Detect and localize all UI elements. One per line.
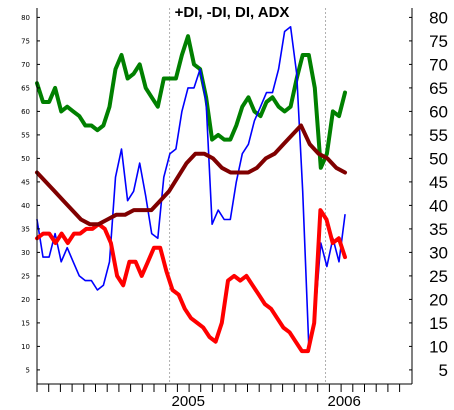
y-tick-label-left: 70	[21, 61, 30, 69]
y-tick-label-right: 5	[439, 361, 448, 380]
y-tick-label-left: 30	[21, 249, 30, 257]
y-tick-label-right: 10	[429, 337, 448, 356]
x-tick-label: 2006	[328, 393, 361, 410]
y-tick-label-left: 60	[21, 108, 30, 116]
y-tick-label-left: 45	[21, 178, 30, 186]
y-tick-label-right: 60	[429, 102, 448, 121]
y-tick-label-right: 80	[429, 8, 448, 27]
y-tick-label-left: 55	[21, 131, 30, 139]
x-ticks	[36, 384, 401, 392]
series-line-1	[36, 25, 346, 348]
y-tick-label-right: 30	[429, 243, 448, 262]
y-tick-label-left: 15	[21, 319, 30, 327]
y-tick-label-right: 20	[429, 290, 448, 309]
y-tick-label-right: 40	[429, 196, 448, 215]
y-tick-label-right: 55	[429, 126, 448, 145]
y-tick-label-left: 40	[21, 202, 30, 210]
series-line-3	[35, 123, 347, 227]
series-line-0	[35, 34, 347, 170]
y-ticks-right: 5 10 15 20 25 30 35 40 45 50 55 60 65 70 75 80	[409, 8, 448, 380]
y-tick-label-left: 5	[26, 366, 30, 374]
y-tick-label-left: 10	[21, 343, 30, 351]
y-tick-label-right: 65	[429, 79, 448, 98]
y-tick-label-right: 75	[429, 32, 448, 51]
x-tick-labels: 2005 2006	[172, 393, 361, 410]
y-tick-label-right: 35	[429, 220, 448, 239]
y-tick-label-left: 75	[21, 37, 30, 45]
y-tick-label-right: 15	[429, 314, 448, 333]
y-tick-label-left: 25	[21, 272, 30, 280]
y-tick-label-right: 45	[429, 173, 448, 192]
x-tick-label: 2005	[172, 393, 205, 410]
y-tick-label-left: 65	[21, 84, 30, 92]
y-tick-label-right: 70	[429, 55, 448, 74]
y-ticks-left: 5 10 15 20 25 30 35 40 45 50 55 60 65 70 75 80	[21, 14, 40, 374]
y-tick-label-left: 80	[21, 14, 30, 22]
y-tick-label-right: 50	[429, 149, 448, 168]
y-tick-label-right: 25	[429, 267, 448, 286]
y-tick-label-left: 35	[21, 225, 30, 233]
y-tick-label-left: 50	[21, 155, 30, 163]
series-lines	[35, 25, 347, 354]
series-line-2	[35, 208, 347, 354]
year-gridlines	[169, 8, 327, 384]
y-tick-label-left: 20	[21, 296, 30, 304]
chart-title: +DI, -DI, DI, ADX	[175, 4, 290, 21]
